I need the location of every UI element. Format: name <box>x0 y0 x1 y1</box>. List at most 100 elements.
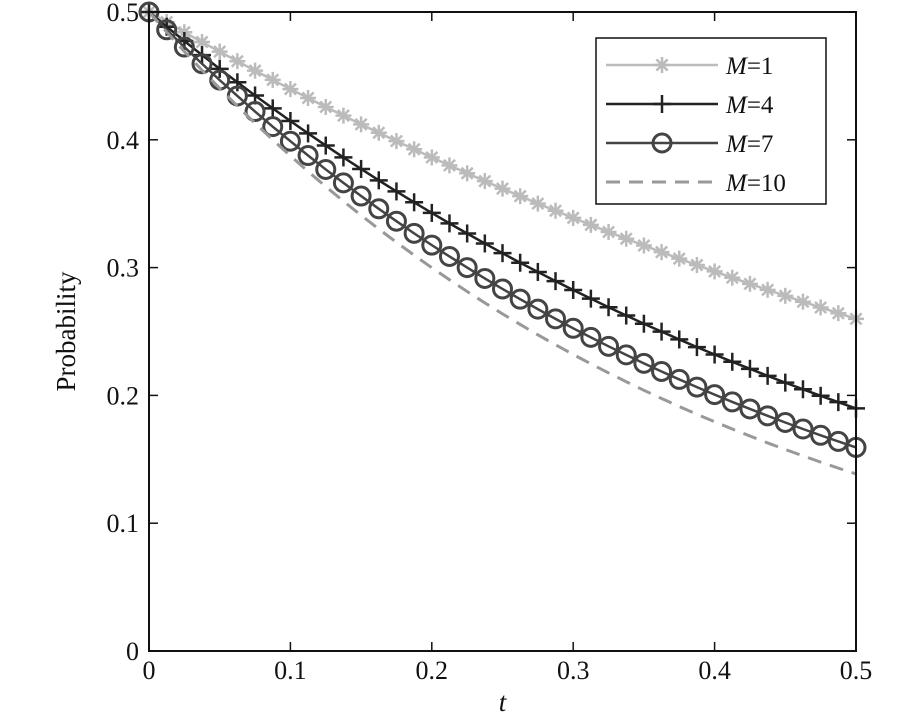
series-point <box>512 188 529 205</box>
series-point <box>388 133 405 150</box>
series-point <box>564 280 583 299</box>
series-point <box>474 267 496 289</box>
series-point <box>300 90 317 107</box>
x-tick-label: 0.5 <box>840 656 873 685</box>
series-point <box>546 272 565 291</box>
legend-label-value: =4 <box>747 92 774 119</box>
asterisk-stroke <box>372 126 386 140</box>
series-point <box>156 19 178 41</box>
asterisk-stroke <box>690 258 704 272</box>
legend: M=1M=4M=7M=10 <box>595 37 827 205</box>
asterisk-stroke <box>619 232 633 246</box>
asterisk-stroke <box>708 264 722 278</box>
asterisk-stroke <box>248 64 262 78</box>
legend-label: M=10 <box>725 170 786 197</box>
series-M=7 <box>138 1 867 458</box>
asterisk-stroke <box>531 197 545 211</box>
series-point <box>562 317 584 339</box>
series-point <box>332 172 354 194</box>
series-M=10 <box>147 11 857 476</box>
asterisk-stroke <box>460 166 474 180</box>
x-tick-label: 0.2 <box>416 656 449 685</box>
asterisk-stroke <box>195 35 209 49</box>
series-point <box>615 344 637 366</box>
series-point <box>282 81 299 98</box>
series-point <box>476 173 493 190</box>
asterisk-stroke <box>407 142 421 156</box>
legend-label: M=1 <box>725 53 773 80</box>
series-point <box>423 149 440 166</box>
y-tick-label: 0 <box>126 637 139 666</box>
series-point <box>387 182 406 201</box>
series-point <box>509 288 531 310</box>
series-point <box>687 338 706 357</box>
series-point <box>315 158 337 180</box>
x-axis-title: t <box>499 687 508 717</box>
series-point <box>777 287 794 304</box>
asterisk-stroke <box>549 204 563 218</box>
series-point <box>635 237 652 254</box>
series-point <box>705 345 724 364</box>
series-point <box>281 112 300 131</box>
y-tick-label: 0.1 <box>107 509 140 538</box>
series-point <box>686 376 708 398</box>
asterisk-stroke <box>655 58 669 72</box>
asterisk-stroke <box>761 283 775 297</box>
series-point <box>721 391 743 413</box>
series-point <box>317 98 334 115</box>
legend-item: M=10 <box>606 170 786 197</box>
series-point <box>598 335 620 357</box>
asterisk-stroke <box>389 134 403 148</box>
series-point <box>706 263 723 280</box>
series-point <box>829 393 848 412</box>
asterisk-stroke <box>354 117 368 131</box>
legend-label-variable: M <box>725 53 748 80</box>
series-point <box>421 234 443 256</box>
series-point <box>438 245 460 267</box>
series-point <box>529 195 546 212</box>
series-point <box>599 298 618 317</box>
asterisk-stroke <box>655 245 669 259</box>
series-point <box>811 386 830 405</box>
asterisk-stroke <box>566 211 580 225</box>
series-point <box>368 198 390 220</box>
series-point <box>810 424 832 446</box>
series-point <box>422 203 441 222</box>
legend-item: M=7 <box>606 131 773 158</box>
series-point <box>547 202 564 219</box>
x-tick-label: 0.1 <box>274 656 307 685</box>
series-point <box>511 253 530 272</box>
series-point <box>724 269 741 286</box>
series-point <box>794 293 811 310</box>
legend-label-value: =10 <box>747 170 786 197</box>
asterisk-stroke <box>319 100 333 114</box>
series-point <box>405 193 424 212</box>
asterisk-stroke <box>725 271 739 285</box>
legend-label-variable: M <box>725 170 748 197</box>
series-point <box>229 53 246 70</box>
asterisk-stroke <box>213 45 227 59</box>
series-point <box>244 101 266 123</box>
asterisk-stroke <box>478 174 492 188</box>
series-point <box>688 257 705 274</box>
series-point <box>385 210 407 232</box>
series-point <box>173 36 195 58</box>
series-point <box>723 352 742 371</box>
series-point <box>353 116 370 133</box>
y-tick-label: 0.2 <box>107 381 140 410</box>
series-point <box>582 216 599 233</box>
series-point <box>493 244 512 263</box>
series-point <box>654 57 670 73</box>
series-point <box>475 234 494 253</box>
series-point <box>670 330 689 349</box>
series-point <box>653 95 671 113</box>
asterisk-stroke <box>814 300 828 314</box>
series-point <box>617 306 636 325</box>
series-point <box>492 278 513 300</box>
series-point <box>334 148 353 167</box>
series-point <box>581 289 600 308</box>
plot-content <box>138 1 867 476</box>
series-point <box>350 185 372 207</box>
asterisk-stroke <box>602 225 616 239</box>
y-tick-label: 0.3 <box>107 254 140 283</box>
